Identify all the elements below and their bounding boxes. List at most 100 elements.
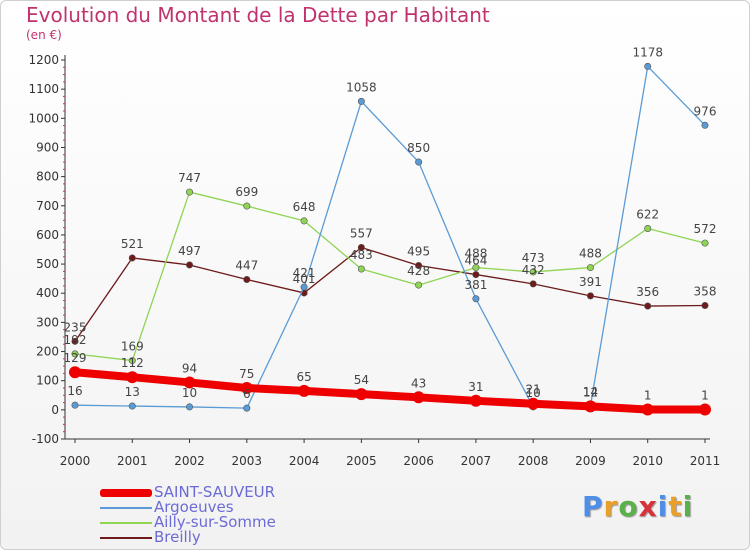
data-label: 850	[407, 141, 430, 155]
logo-letter: i	[657, 490, 669, 523]
data-point	[412, 391, 425, 404]
y-tick-label: 1200	[28, 53, 59, 67]
data-label: 14	[583, 385, 598, 399]
logo-letter: P	[582, 490, 604, 523]
data-label: 428	[407, 264, 430, 278]
data-label: 10	[526, 386, 541, 400]
logo-letter: r	[603, 490, 619, 523]
y-tick-label: 100	[36, 374, 59, 388]
data-label: 497	[178, 244, 201, 258]
series-line	[74, 246, 706, 342]
data-label: 13	[125, 385, 140, 399]
logo-letter: o	[618, 490, 639, 523]
data-label: 483	[350, 248, 373, 262]
x-tick-label: 2011	[690, 454, 721, 468]
data-point	[701, 301, 709, 309]
data-point	[243, 276, 251, 284]
data-label: 488	[464, 247, 487, 261]
x-tick-label: 2007	[461, 454, 492, 468]
data-point	[644, 225, 652, 233]
data-label: 747	[178, 171, 201, 185]
data-point	[71, 337, 79, 345]
chart-title: Evolution du Montant de la Dette par Hab…	[26, 3, 490, 27]
data-label: 112	[121, 356, 144, 370]
x-tick-label: 2002	[174, 454, 205, 468]
data-point	[527, 397, 540, 410]
legend-label: Ailly-sur-Somme	[154, 513, 276, 531]
y-tick-label: 1000	[28, 111, 59, 125]
data-point	[71, 401, 79, 409]
data-label: 10	[182, 386, 197, 400]
data-point	[240, 381, 253, 394]
logo-letter: t	[668, 490, 683, 523]
data-point	[529, 268, 537, 276]
data-label: 54	[354, 373, 369, 387]
data-point	[126, 371, 139, 384]
data-point	[701, 121, 709, 129]
data-label: 94	[182, 361, 197, 375]
data-point	[243, 404, 251, 412]
x-tick-label: 2005	[346, 454, 377, 468]
x-tick-label: 2008	[518, 454, 549, 468]
data-point	[415, 158, 423, 166]
data-point	[472, 264, 480, 272]
logo-letter: i	[682, 490, 694, 523]
data-label: 488	[579, 247, 602, 261]
data-label: 12	[583, 385, 598, 399]
data-label: 1	[644, 389, 652, 403]
data-label: 421	[293, 266, 316, 280]
data-label: 6	[243, 387, 251, 401]
data-point	[644, 302, 652, 310]
data-point	[415, 281, 423, 289]
data-label: 464	[464, 254, 487, 268]
x-tick-label: 2004	[289, 454, 320, 468]
data-point	[701, 239, 709, 247]
data-label: 381	[464, 278, 487, 292]
data-point	[186, 403, 194, 411]
data-point	[186, 188, 194, 196]
data-label: 358	[694, 284, 717, 298]
data-point	[128, 402, 136, 410]
data-label: 129	[64, 351, 87, 365]
y-tick-label: 200	[36, 345, 59, 359]
data-label: 75	[239, 367, 254, 381]
data-point	[644, 62, 652, 70]
proxiti-logo: Proxiti	[582, 490, 693, 523]
legend-label: Argoeuves	[154, 498, 234, 516]
series-line	[74, 65, 706, 409]
data-label: 1058	[346, 80, 377, 94]
data-point	[586, 264, 594, 272]
data-point	[469, 394, 482, 407]
data-point	[357, 243, 365, 251]
data-label: 572	[694, 222, 717, 236]
data-point	[186, 261, 194, 269]
data-label: 557	[350, 226, 373, 240]
legend-swatch	[100, 537, 152, 539]
data-label: 1	[701, 389, 709, 403]
data-label: 16	[67, 384, 82, 398]
y-tick-label: 300	[36, 315, 59, 329]
data-point	[298, 384, 311, 397]
data-label: 169	[121, 340, 144, 354]
y-tick-label: 600	[36, 228, 59, 242]
data-label: 699	[235, 185, 258, 199]
data-label: 43	[411, 376, 426, 390]
data-label: 648	[293, 200, 316, 214]
x-tick-label: 2010	[632, 454, 663, 468]
data-label: 1178	[632, 45, 663, 59]
data-point	[472, 295, 480, 303]
y-tick-label: 800	[36, 170, 59, 184]
data-point	[243, 202, 251, 210]
data-point	[128, 254, 136, 262]
y-tick-label: 700	[36, 199, 59, 213]
data-point	[472, 271, 480, 279]
data-label: 976	[694, 104, 717, 118]
legend-label: Breilly	[154, 528, 201, 546]
x-tick-label: 2006	[403, 454, 434, 468]
data-point	[357, 265, 365, 273]
series-line	[74, 191, 706, 362]
data-label: 192	[64, 333, 87, 347]
data-point	[641, 403, 654, 416]
